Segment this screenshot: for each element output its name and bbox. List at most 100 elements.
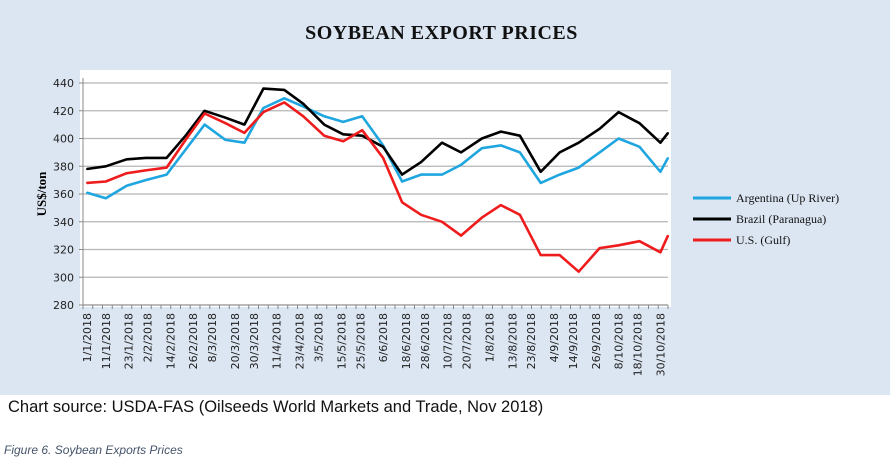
data-point bbox=[441, 141, 443, 144]
y-tick-label: 400 bbox=[53, 133, 74, 146]
data-point bbox=[460, 151, 462, 154]
data-point bbox=[203, 112, 206, 115]
data-point bbox=[342, 133, 345, 136]
data-point bbox=[262, 111, 265, 114]
data-point bbox=[577, 141, 580, 144]
data-point bbox=[165, 157, 168, 159]
data-point bbox=[558, 151, 561, 154]
data-point bbox=[539, 182, 542, 184]
data-point bbox=[499, 130, 502, 133]
data-point bbox=[539, 254, 542, 256]
data-point bbox=[441, 220, 443, 223]
data-point bbox=[577, 270, 580, 273]
data-point bbox=[125, 158, 128, 161]
data-point bbox=[262, 107, 265, 109]
x-tick-label: 20/3/2018 bbox=[229, 313, 242, 369]
data-point bbox=[283, 97, 286, 100]
data-point bbox=[539, 170, 542, 173]
data-point bbox=[85, 168, 88, 170]
data-point bbox=[224, 138, 227, 141]
data-point bbox=[480, 147, 483, 150]
data-point bbox=[667, 234, 669, 237]
legend-label: Brazil (Paranagua) bbox=[736, 212, 826, 226]
data-point bbox=[224, 116, 227, 119]
data-point bbox=[577, 166, 580, 169]
data-point bbox=[617, 244, 620, 247]
legend-label: Argentina (Up River) bbox=[736, 191, 839, 205]
data-point bbox=[283, 101, 286, 104]
data-point bbox=[262, 87, 265, 90]
data-point bbox=[224, 122, 227, 125]
data-point bbox=[638, 145, 641, 148]
data-point bbox=[165, 173, 168, 176]
data-point bbox=[598, 151, 601, 154]
data-point bbox=[420, 173, 422, 176]
data-point bbox=[125, 184, 128, 187]
data-point bbox=[144, 169, 147, 172]
data-point bbox=[342, 140, 345, 143]
x-tick-label: 14/9/2018 bbox=[567, 313, 580, 369]
data-point bbox=[243, 123, 246, 126]
x-tick-label: 20/7/2018 bbox=[461, 313, 474, 369]
y-tick-label: 360 bbox=[53, 188, 74, 201]
data-point bbox=[659, 251, 662, 254]
x-tick-label: 30/10/2018 bbox=[654, 313, 667, 376]
data-point bbox=[499, 144, 502, 147]
data-point bbox=[638, 122, 641, 125]
chart-title: SOYBEAN EXPORT PRICES bbox=[305, 22, 578, 44]
data-point bbox=[361, 134, 364, 137]
chart-source-text: Chart source: USDA-FAS (Oilseeds World M… bbox=[8, 398, 544, 416]
x-tick-label: 18/6/2018 bbox=[400, 313, 413, 369]
x-tick-label: 3/5/2018 bbox=[313, 313, 326, 362]
data-point bbox=[302, 115, 305, 118]
data-point bbox=[342, 120, 345, 123]
x-tick-label: 10/7/2018 bbox=[442, 313, 455, 369]
x-tick-label: 26/2/2018 bbox=[187, 313, 200, 369]
data-point bbox=[144, 179, 147, 182]
x-tick-label: 1/1/2018 bbox=[81, 313, 94, 362]
data-point bbox=[165, 166, 168, 169]
data-point bbox=[243, 141, 246, 144]
x-tick-label: 8/3/2018 bbox=[206, 313, 219, 362]
data-point bbox=[184, 148, 187, 151]
data-point bbox=[420, 161, 422, 163]
y-tick-label: 340 bbox=[53, 216, 74, 229]
data-point bbox=[659, 141, 662, 144]
data-point bbox=[184, 138, 187, 141]
data-point bbox=[361, 115, 364, 118]
data-point bbox=[598, 247, 601, 250]
data-point bbox=[302, 102, 305, 105]
data-point bbox=[323, 123, 326, 126]
x-tick-label: 11/1/2018 bbox=[100, 313, 113, 369]
data-point bbox=[617, 111, 620, 114]
x-tick-label: 15/5/2018 bbox=[335, 313, 348, 369]
x-tick-label: 2/2/2018 bbox=[142, 313, 155, 362]
x-tick-label: 6/6/2018 bbox=[377, 313, 390, 362]
data-point bbox=[499, 204, 502, 207]
data-point bbox=[323, 115, 326, 118]
data-point bbox=[558, 254, 561, 256]
data-point bbox=[617, 137, 620, 140]
data-point bbox=[323, 134, 326, 137]
x-tick-label: 23/1/2018 bbox=[123, 313, 136, 369]
figure-caption: Figure 6. Soybean Exports Prices bbox=[4, 443, 183, 457]
data-point bbox=[104, 180, 107, 183]
data-point bbox=[243, 132, 246, 134]
y-tick-label: 380 bbox=[53, 160, 74, 173]
data-point bbox=[302, 105, 305, 108]
data-point bbox=[480, 137, 483, 140]
data-point bbox=[460, 163, 462, 166]
x-tick-label: 23/8/2018 bbox=[525, 313, 538, 369]
y-tick-label: 300 bbox=[53, 271, 74, 284]
x-tick-label: 23/4/2018 bbox=[294, 313, 307, 369]
data-point bbox=[184, 134, 187, 137]
x-tick-label: 14/2/2018 bbox=[164, 313, 177, 369]
x-tick-label: 13/8/2018 bbox=[506, 313, 519, 369]
y-tick-label: 320 bbox=[53, 244, 74, 257]
y-axis-label: US$/ton bbox=[34, 171, 49, 217]
data-point bbox=[401, 173, 403, 176]
data-point bbox=[558, 173, 561, 176]
x-tick-label: 11/4/2018 bbox=[271, 313, 284, 369]
data-point bbox=[518, 151, 521, 154]
data-point bbox=[401, 180, 403, 183]
